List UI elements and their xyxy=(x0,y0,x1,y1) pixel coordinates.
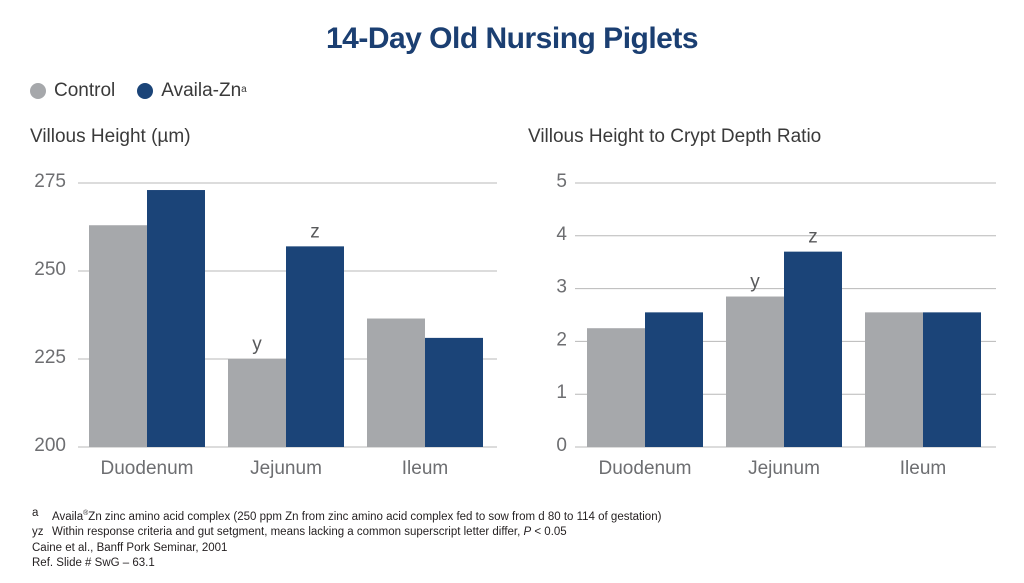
chart-title: Villous Height to Crypt Depth Ratio xyxy=(528,126,821,147)
legend: Control Availa-Zn a xyxy=(30,80,269,102)
x-tick-label-jejunum: Jejunum xyxy=(748,458,820,479)
annotation-jejunum-availa-zn: z xyxy=(310,221,320,242)
villous-crypt-ratio-chart: Villous Height to Crypt Depth Ratio 0 1 2 3 4… xyxy=(528,126,996,479)
ref-slide: Ref. Slide # SwG – 63.1 xyxy=(32,557,155,570)
footnote-yz-text: Within response criteria and gut setgmen… xyxy=(52,526,567,539)
annotation-jejunum-control: y xyxy=(750,272,760,293)
bar-ileum-availa-zn xyxy=(923,312,981,447)
bar-jejunum-availa-zn xyxy=(286,246,344,447)
x-tick-label-ileum: Ileum xyxy=(900,458,946,479)
y-tick-label-3: 3 xyxy=(556,277,567,298)
annotation-jejunum-control: y xyxy=(252,334,262,355)
bar-jejunum-control xyxy=(726,296,784,447)
annotation-jejunum-availa-zn: z xyxy=(808,227,818,248)
x-tick-label-ileum: Ileum xyxy=(402,458,448,479)
footnote-yz-mark: yz xyxy=(32,526,44,539)
legend-item-availa: Availa-Zn a xyxy=(137,80,247,102)
bar-duodenum-availa-zn xyxy=(147,190,205,448)
footnote-yz: yz Within response criteria and gut setg… xyxy=(32,525,661,541)
x-tick-label-duodenum: Duodenum xyxy=(599,458,692,479)
y-tick-label-5: 5 xyxy=(556,171,567,192)
legend-swatch-control xyxy=(30,83,46,99)
bar-duodenum-control xyxy=(89,225,147,447)
villous-height-chart: Villous Height (µm) 200 225 250 275 Duodenum J… xyxy=(30,126,497,479)
bar-jejunum-control xyxy=(228,359,286,447)
y-tick-label-275: 275 xyxy=(34,171,66,192)
legend-label-availa: Availa-Zn xyxy=(161,80,242,101)
chart-title: Villous Height (µm) xyxy=(30,126,191,147)
bar-duodenum-availa-zn xyxy=(645,312,703,447)
legend-label-control: Control xyxy=(54,80,116,101)
footnote-a: a Availa®Zn zinc amino acid complex (250… xyxy=(32,506,661,525)
y-tick-label-250: 250 xyxy=(34,259,66,280)
y-tick-label-0: 0 xyxy=(556,435,567,456)
bar-ileum-control xyxy=(367,318,425,447)
y-tick-label-4: 4 xyxy=(556,224,567,245)
bar-duodenum-control xyxy=(587,328,645,447)
y-tick-label-200: 200 xyxy=(34,435,66,456)
x-tick-label-jejunum: Jejunum xyxy=(250,458,322,479)
bar-ileum-availa-zn xyxy=(425,337,483,447)
x-tick-label-duodenum: Duodenum xyxy=(101,458,194,479)
y-tick-label-225: 225 xyxy=(34,347,66,368)
footnotes: a Availa®Zn zinc amino acid complex (250… xyxy=(32,506,661,572)
citation: Caine et al., Banff Pork Seminar, 2001 xyxy=(32,541,228,554)
y-tick-label-1: 1 xyxy=(556,382,567,403)
y-tick-label-2: 2 xyxy=(556,329,567,350)
legend-superscript: a xyxy=(241,83,247,95)
legend-swatch-availa xyxy=(137,83,154,99)
footnote-a-mark: a xyxy=(32,507,39,519)
legend-item-control: Control xyxy=(30,80,115,102)
bar-jejunum-availa-zn xyxy=(784,251,842,447)
page-title: 14-Day Old Nursing Piglets xyxy=(325,22,699,55)
footnote-a-text: Availa®Zn zinc amino acid complex (250 p… xyxy=(52,510,662,523)
bar-ileum-control xyxy=(865,312,923,447)
